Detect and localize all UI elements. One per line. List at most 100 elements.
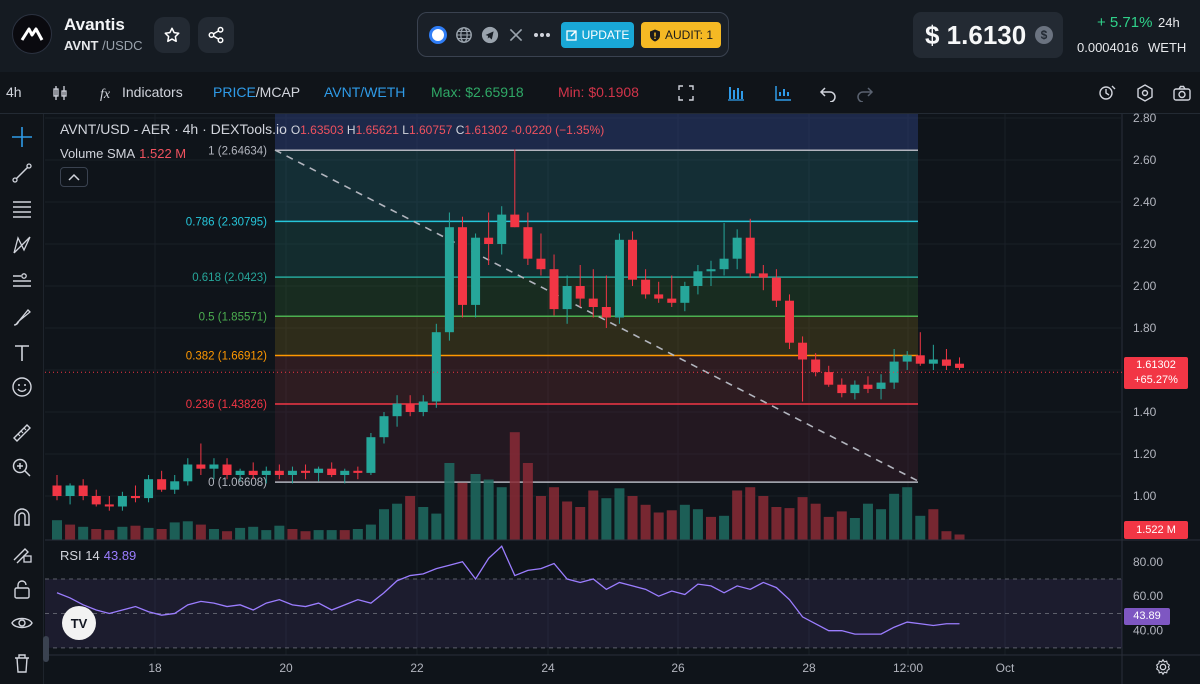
candle-body <box>196 464 206 469</box>
candle-body <box>130 496 140 499</box>
pattern-icon[interactable] <box>9 232 35 258</box>
rsi-line <box>56 545 960 635</box>
y-tick-label: 2.20 <box>1133 237 1157 251</box>
volume-bar <box>758 496 769 540</box>
settings-icon[interactable] <box>1152 656 1174 678</box>
fullscreen-icon[interactable] <box>675 82 697 104</box>
rsi-value: 43.89 <box>103 548 137 563</box>
candle-body <box>235 470 245 475</box>
volume-bar <box>889 493 900 540</box>
volume-bar <box>849 518 860 540</box>
eye-icon[interactable] <box>9 610 35 636</box>
volume-bar <box>719 515 730 540</box>
candle-body <box>183 464 193 482</box>
weth-label: WETH <box>1148 40 1187 55</box>
candle-body <box>104 504 114 507</box>
y-tick-label: 2.40 <box>1133 195 1157 209</box>
chain-base-icon[interactable] <box>428 25 448 45</box>
pair-toggle[interactable]: AVNT/WETH <box>324 84 406 100</box>
fib-top-zone <box>275 114 918 151</box>
trend-line <box>274 149 919 482</box>
volume-bar <box>313 530 324 540</box>
candle-body <box>667 298 677 303</box>
fib-level-label: 0.236 (1.43826) <box>186 399 267 411</box>
volume-bar <box>666 510 677 540</box>
fib-zone <box>275 221 918 278</box>
info-icon[interactable]: $ <box>1035 26 1053 44</box>
candle-body <box>52 485 62 496</box>
collapse-legend-button[interactable] <box>60 167 88 187</box>
interval-selector[interactable]: 4h <box>6 84 22 100</box>
camera-icon[interactable] <box>1171 82 1193 104</box>
brush-icon[interactable] <box>9 304 35 330</box>
update-button[interactable]: UPDATE <box>561 22 634 48</box>
candle-body <box>287 470 297 475</box>
volume-bar <box>601 498 612 540</box>
text-icon[interactable] <box>9 340 35 366</box>
audit-label: AUDIT: 1 <box>664 28 713 42</box>
weth-price: 0.0004016 <box>1077 40 1139 55</box>
redo-icon[interactable] <box>854 82 876 104</box>
fib-icon[interactable] <box>9 196 35 222</box>
volume-bar <box>274 525 285 540</box>
x-tick-label: 26 <box>671 661 685 675</box>
volume-value: 1.522 M <box>139 146 187 161</box>
trendline-icon[interactable] <box>9 160 35 186</box>
candle-body <box>601 307 611 318</box>
ruler-icon[interactable] <box>9 420 35 446</box>
favorite-button[interactable] <box>154 17 190 53</box>
lock-icon[interactable] <box>9 576 35 602</box>
price-label[interactable]: PRICE <box>213 84 256 100</box>
lock-drawing-icon[interactable] <box>9 540 35 566</box>
open-value: 1.63503 <box>300 123 344 137</box>
volume-bar <box>575 507 586 540</box>
candle-body <box>301 470 311 473</box>
undo-icon[interactable] <box>817 82 839 104</box>
volume-bar <box>379 509 389 540</box>
indicators-button[interactable]: Indicators <box>122 84 183 100</box>
open-label: O <box>290 123 301 137</box>
emoji-icon[interactable] <box>9 374 35 400</box>
last-price-tag: 1.61302 +65.27% <box>1124 357 1188 389</box>
share-button[interactable] <box>198 17 234 53</box>
magnet-icon[interactable] <box>9 504 35 530</box>
candles-icon[interactable] <box>49 82 71 104</box>
zoom-in-icon[interactable] <box>9 455 35 481</box>
volume-bar <box>810 503 821 540</box>
volume-bar <box>823 516 834 540</box>
candle-body <box>366 437 376 473</box>
trash-icon[interactable] <box>9 650 35 676</box>
bars-icon[interactable] <box>725 82 747 104</box>
candle-body <box>353 470 363 473</box>
price-mcap-toggle[interactable]: PRICE/MCAP <box>213 84 300 100</box>
candle-body <box>654 294 664 299</box>
globe-icon[interactable] <box>454 25 474 45</box>
candle-body <box>340 470 350 475</box>
more-icon[interactable] <box>532 25 552 45</box>
fib-zone <box>275 150 918 222</box>
volume-bar <box>169 522 180 540</box>
candle-body <box>784 300 794 343</box>
candle-body <box>575 286 585 299</box>
fib-zone <box>275 316 918 356</box>
x-icon[interactable] <box>506 25 526 45</box>
mcap-label[interactable]: /MCAP <box>255 84 301 100</box>
telegram-icon[interactable] <box>480 25 500 45</box>
last-price-value: 1.61302 <box>1136 359 1176 371</box>
compare-icon[interactable] <box>772 82 794 104</box>
y-tick-label: 1.00 <box>1133 489 1157 503</box>
volume-bar <box>549 487 560 540</box>
indicators-icon[interactable]: fx <box>96 82 118 104</box>
candle-body <box>850 384 860 394</box>
volume-bar <box>522 463 533 540</box>
hexagon-icon[interactable] <box>1134 82 1156 104</box>
tradingview-logo[interactable]: TV <box>62 606 96 640</box>
candle-body <box>745 237 755 274</box>
volume-bar <box>836 511 847 540</box>
candle-body <box>863 384 873 389</box>
crosshair-icon[interactable] <box>9 124 35 150</box>
audit-button[interactable]: AUDIT: 1 <box>641 22 721 48</box>
replay-icon[interactable] <box>1096 82 1118 104</box>
prediction-icon[interactable] <box>9 268 35 294</box>
